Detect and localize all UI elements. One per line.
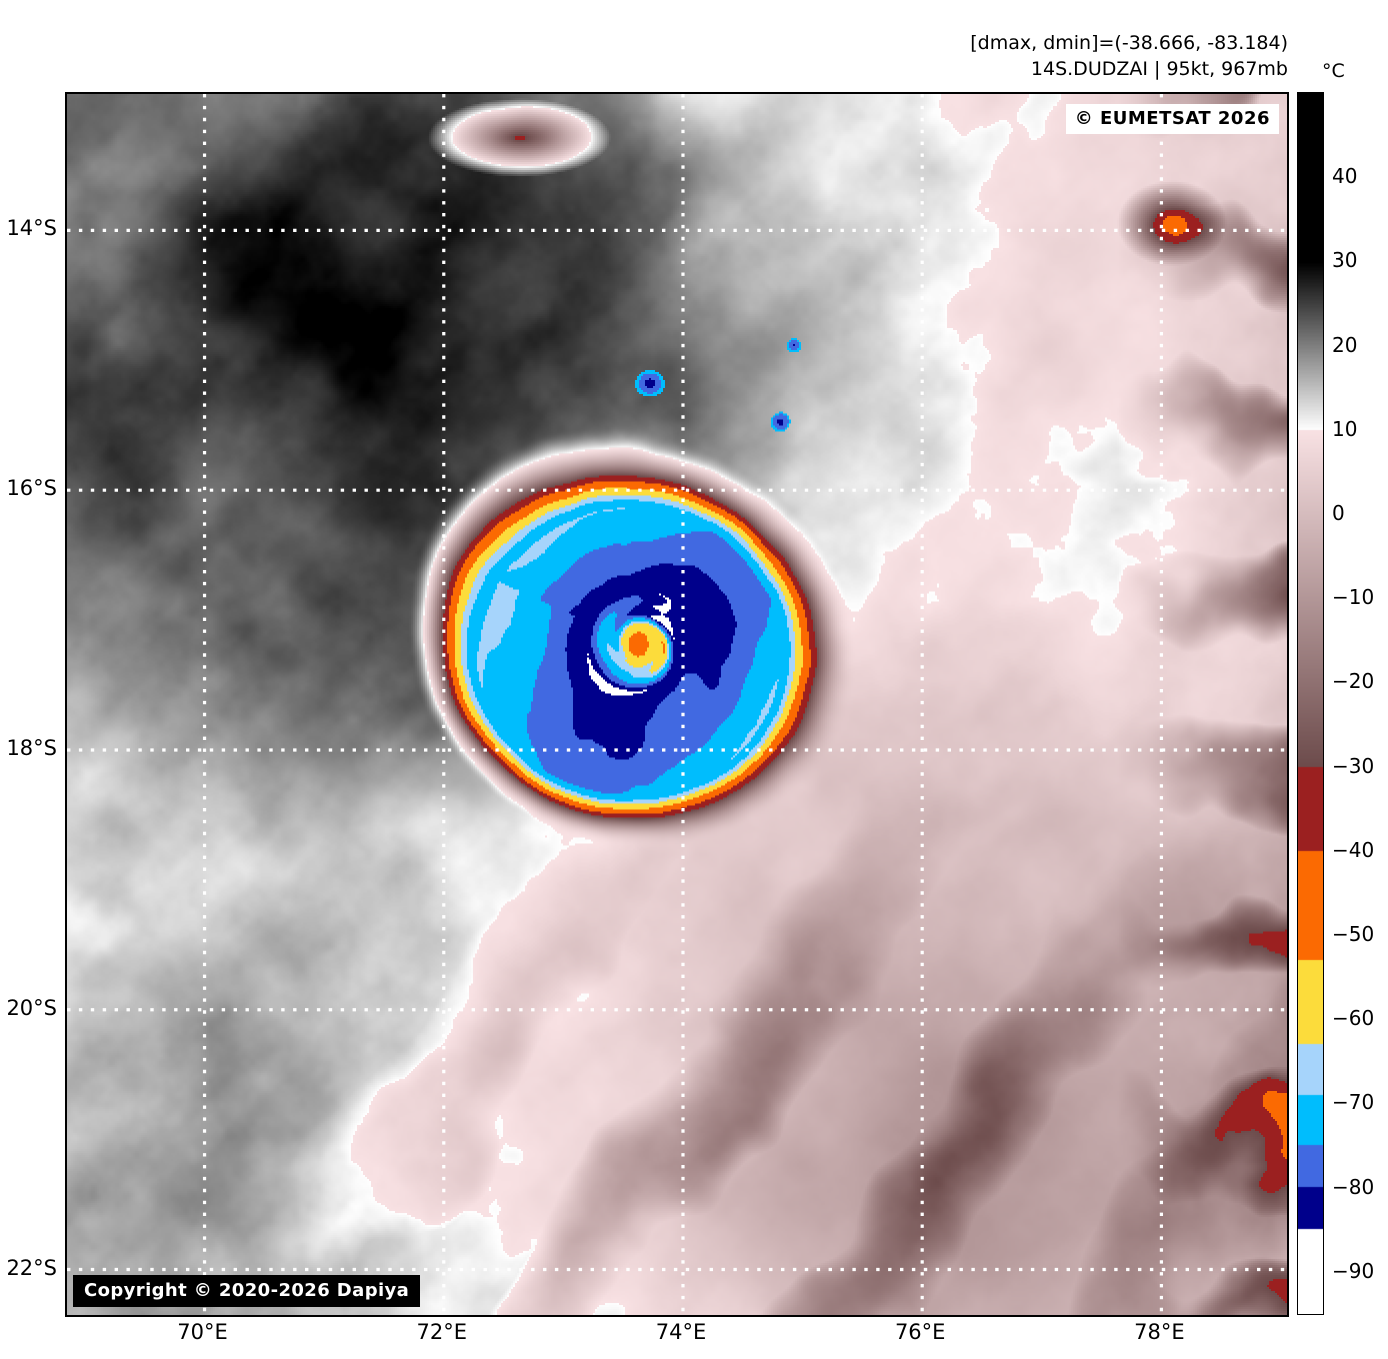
infrared-satellite-image [67,94,1287,1315]
latitude-tick-label: 14°S [6,216,57,241]
colorbar-tick-label: −40 [1332,837,1375,862]
colorbar-tick-label: 40 [1332,164,1358,189]
colorbar-gradient [1298,93,1323,1314]
longitude-tick-label: 78°E [1134,1320,1185,1344]
satellite-image-panel: © EUMETSAT 2026 Copyright © 2020-2026 Da… [65,92,1289,1317]
dmax-dmin-readout: [dmax, dmin]=(-38.666, -83.184) [970,32,1288,54]
dapiya-copyright-watermark: Copyright © 2020-2026 Dapiya [73,1275,421,1307]
longitude-tick-label: 72°E [416,1320,468,1344]
longitude-tick-label: 74°E [655,1320,707,1344]
latitude-tick-label: 20°S [6,995,57,1020]
metadata-block: [dmax, dmin]=(-38.666, -83.184) 14S.DUDZ… [970,30,1288,82]
temperature-colorbar [1297,92,1324,1315]
latitude-tick-label: 16°S [6,476,57,501]
longitude-tick-label: 70°E [177,1320,228,1344]
colorbar-tick-label: 20 [1332,332,1358,357]
colorbar-tick-label: −90 [1332,1258,1375,1283]
colorbar-tick-label: −10 [1332,585,1375,610]
eumetsat-copyright-watermark: © EUMETSAT 2026 [1065,104,1279,134]
latitude-tick-label: 18°S [6,735,57,760]
colorbar-tick-label: −30 [1332,753,1375,778]
colorbar-tick-label: 0 [1332,501,1345,526]
colorbar-tick-label: −80 [1332,1174,1375,1199]
colorbar-tick-label: −70 [1332,1090,1375,1115]
storm-intensity-readout: 14S.DUDZAI | 95kt, 967mb [1030,58,1288,80]
colorbar-tick-label: −50 [1332,922,1375,947]
colorbar-tick-label: 10 [1332,416,1358,441]
colorbar-tick-label: 30 [1332,248,1358,273]
colorbar-units-label: °C [1322,60,1345,82]
latitude-tick-label: 22°S [6,1255,57,1280]
longitude-tick-label: 76°E [894,1320,946,1344]
colorbar-tick-label: −60 [1332,1006,1375,1031]
colorbar-tick-label: −20 [1332,669,1375,694]
